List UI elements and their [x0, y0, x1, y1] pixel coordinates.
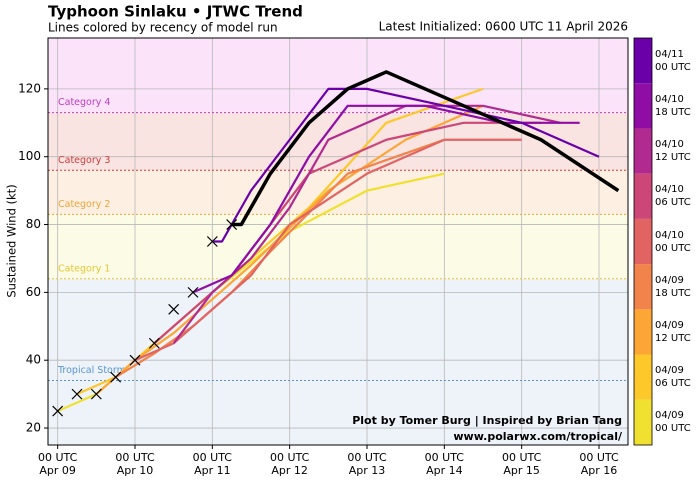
model-run-line [95, 104, 484, 395]
best-track-marker [110, 371, 122, 383]
legend-label: 04/09 00 UTC [655, 410, 691, 435]
legend-label: 04/10 00 UTC [655, 229, 691, 254]
legend-swatch [634, 218, 652, 265]
legend-swatch [634, 309, 652, 355]
best-track-marker [71, 388, 83, 400]
best-track-marker [168, 303, 180, 315]
chart-title: Typhoon Sinlaku • JTWC Trend [48, 3, 303, 21]
best-track-marker [148, 337, 160, 349]
y-tick-label: 40 [26, 353, 41, 367]
best-track-marker [187, 286, 199, 298]
init-time: Latest Initialized: 0600 UTC 11 April 20… [379, 20, 628, 34]
model-run-line [172, 104, 561, 344]
x-tick-label: 00 UTC Apr 12 [270, 451, 310, 477]
best-track-marker [129, 354, 141, 366]
category-label: Category 3 [58, 155, 110, 166]
y-tick-label: 80 [26, 217, 41, 231]
legend-swatch [634, 354, 652, 400]
legend-frame [633, 37, 653, 446]
category-label: Category 4 [58, 97, 110, 108]
credit: Plot by Tomer Burg | Inspired by Brian T… [352, 414, 622, 427]
legend-swatch [634, 128, 652, 174]
chart-subtitle: Lines colored by recency of model run [48, 21, 278, 35]
y-tick-label: 100 [18, 149, 41, 163]
legend-swatch [634, 399, 652, 445]
jtwc-forecast-line [231, 70, 620, 227]
legend-label: 04/11 00 UTC [655, 48, 691, 73]
x-tick-label: 00 UTC Apr 16 [579, 451, 619, 477]
credit: www.polarwx.com/tropical/ [453, 430, 623, 443]
x-tick-label: 00 UTC Apr 10 [115, 451, 155, 477]
x-tick-label: 00 UTC Apr 13 [347, 451, 387, 477]
best-track-marker [90, 388, 102, 400]
model-run-line [153, 121, 541, 345]
category-label: Category 2 [58, 199, 110, 210]
legend-swatch [634, 38, 652, 84]
y-tick-label: 120 [18, 81, 41, 95]
legend-label: 04/10 18 UTC [655, 93, 691, 118]
category-band [48, 278, 628, 445]
legend-label: 04/10 12 UTC [655, 139, 691, 164]
plot-lines [57, 70, 620, 413]
legend-swatch [634, 264, 652, 310]
model-run-line [134, 138, 522, 362]
x-tick-label: 00 UTC Apr 11 [192, 451, 232, 477]
category-band [48, 38, 628, 113]
y-tick-label: 20 [26, 421, 41, 435]
model-run-line [192, 104, 580, 294]
category-label: Category 1 [58, 263, 110, 274]
best-track-marker [52, 405, 64, 417]
category-label: Tropical Storm [57, 365, 126, 376]
category-band [48, 214, 628, 279]
x-tick-label: 00 UTC Apr 09 [38, 451, 78, 477]
legend-label: 04/09 06 UTC [655, 365, 691, 390]
legend-label: 04/10 06 UTC [655, 184, 691, 209]
best-track-marker [206, 236, 218, 247]
legend-label: 04/09 18 UTC [655, 274, 691, 299]
legend-label: 04/09 12 UTC [655, 319, 691, 344]
y-tick-label: 60 [26, 285, 41, 299]
plot-frame [47, 37, 629, 446]
y-axis-label: Sustained Wind (kt) [5, 184, 19, 297]
x-tick-label: 00 UTC Apr 14 [424, 451, 464, 477]
legend-swatch [634, 173, 652, 219]
legend-swatch [634, 83, 652, 129]
x-tick-label: 00 UTC Apr 15 [502, 451, 542, 477]
best-track-marker [226, 219, 238, 230]
